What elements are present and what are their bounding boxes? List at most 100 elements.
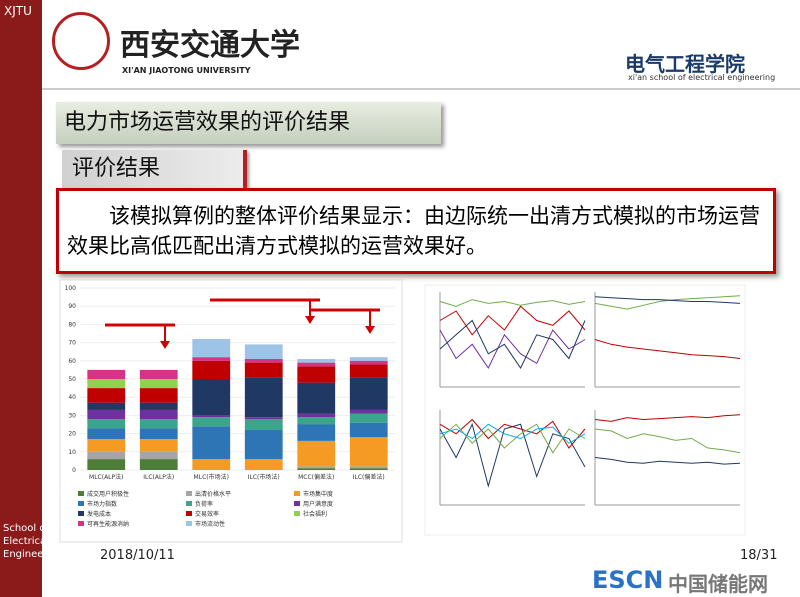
university-name: 西安交通大学 xyxy=(120,28,300,63)
bar-segment xyxy=(192,360,231,379)
bar-segment xyxy=(244,358,283,363)
bar-segment xyxy=(349,377,388,410)
bar-segment xyxy=(244,419,283,430)
line-series xyxy=(594,339,741,359)
legend-label: 成交用户积极性 xyxy=(87,490,129,498)
arrow-head xyxy=(305,316,315,324)
x-tick-label: MCC(偏差法) xyxy=(298,473,334,481)
bar-segment xyxy=(349,413,388,423)
y-tick-label: 30 xyxy=(68,412,76,419)
legend-label: 发电成本 xyxy=(87,510,111,518)
bar-segment xyxy=(139,459,178,470)
bar-segment xyxy=(244,417,283,420)
bar-segment xyxy=(192,357,231,361)
legend-swatch xyxy=(78,491,84,496)
bar-segment xyxy=(87,409,126,420)
bar-segment xyxy=(192,417,231,427)
line-series xyxy=(439,329,586,369)
bar-segment xyxy=(87,419,126,429)
legend-label: 负荷率 xyxy=(195,500,213,508)
sidebar-text: School of Electrical Engineering xyxy=(3,523,63,560)
line-series xyxy=(439,299,586,307)
bar-segment xyxy=(244,362,283,378)
slide-subtitle: 评价结果 xyxy=(62,150,247,188)
bar-segment xyxy=(139,379,178,389)
y-tick-label: 80 xyxy=(68,321,76,328)
bar-segment xyxy=(244,344,283,359)
legend-swatch xyxy=(294,491,300,496)
x-tick-label: ILC(偏差法) xyxy=(353,473,385,481)
bar-segment xyxy=(87,428,126,440)
line-series xyxy=(439,319,586,369)
bar-segment xyxy=(87,402,126,410)
logo xyxy=(52,12,110,70)
line-series xyxy=(594,414,741,422)
y-tick-label: 0 xyxy=(72,467,76,474)
y-tick-label: 40 xyxy=(68,394,76,401)
bar-segment xyxy=(244,429,283,460)
legend-swatch xyxy=(186,501,192,506)
bar-segment xyxy=(297,382,336,414)
line-series xyxy=(594,296,741,304)
x-tick-label: ILC(市场法) xyxy=(248,473,280,481)
bar-segment xyxy=(349,422,388,438)
legend-swatch xyxy=(78,501,84,506)
x-tick-label: MLC(市场法) xyxy=(194,473,229,481)
legend-label: 可再生能源消纳 xyxy=(87,520,129,528)
bar-segment xyxy=(139,451,178,460)
bar-segment xyxy=(139,428,178,440)
bar-segment xyxy=(349,364,388,378)
legend-swatch xyxy=(78,521,84,526)
legend-label: 用户满意度 xyxy=(303,500,333,508)
bar-segment xyxy=(87,459,126,470)
legend-label: 市场集中度 xyxy=(303,490,333,498)
watermark: ESCN xyxy=(592,566,664,594)
bar-segment xyxy=(192,338,231,358)
bar-segment xyxy=(244,459,283,470)
watermark: 中国储能网 xyxy=(668,572,768,596)
bar-segment xyxy=(139,409,178,420)
y-tick-label: 60 xyxy=(68,358,76,365)
legend-swatch xyxy=(294,511,300,516)
legend-swatch xyxy=(186,521,192,526)
bar-segment xyxy=(349,466,388,469)
corner-label: XJTU xyxy=(4,4,32,18)
line-series xyxy=(439,305,586,336)
bar-segment xyxy=(297,413,336,418)
bar-segment xyxy=(297,466,336,469)
bar-segment xyxy=(297,468,336,470)
y-tick-label: 10 xyxy=(68,449,76,456)
bar-segment xyxy=(244,377,283,418)
bar-segment xyxy=(139,388,178,403)
bar-segment xyxy=(192,459,231,470)
legend-swatch xyxy=(78,511,84,516)
bar-segment xyxy=(297,417,336,425)
y-tick-label: 100 xyxy=(65,285,77,292)
bar-segment xyxy=(139,402,178,410)
line-series xyxy=(439,423,586,444)
bar-segment xyxy=(297,366,336,383)
line-series xyxy=(594,457,741,465)
bar-segment xyxy=(349,360,388,365)
date: 2018/10/11 xyxy=(100,548,175,563)
bar-segment xyxy=(87,388,126,403)
page-number: 18/31 xyxy=(740,548,778,563)
x-tick-label: MLC(ALP法) xyxy=(89,473,123,481)
bar-segment xyxy=(192,426,231,460)
school-name-en: xi'an school of electrical engineering xyxy=(628,73,776,82)
sidebar xyxy=(0,0,42,597)
legend-label: 市场流动性 xyxy=(195,520,225,528)
slide-title: 电力市场运营效果的评价结果 xyxy=(56,102,441,144)
university-name-en: XI'AN JIAOTONG UNIVERSITY xyxy=(122,66,251,75)
bar-segment xyxy=(192,379,231,416)
legend-label: 社会福利 xyxy=(303,510,327,518)
arrow-head xyxy=(160,341,170,349)
chart-frame xyxy=(424,284,746,536)
bar-segment xyxy=(297,440,336,467)
bar-segment xyxy=(87,451,126,460)
legend-swatch xyxy=(186,511,192,516)
y-tick-label: 70 xyxy=(68,340,76,347)
line-series xyxy=(594,428,741,454)
slide-text: 该模拟算例的整体评价结果显示：由边际统一出清方式模拟的市场运营效果比高低匹配出清… xyxy=(56,188,776,274)
